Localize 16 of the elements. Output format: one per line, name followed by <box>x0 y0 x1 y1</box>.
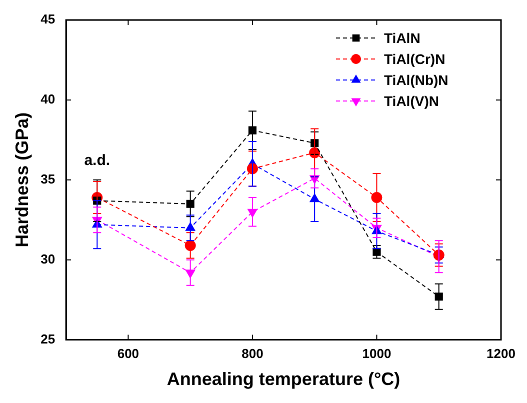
y-axis-title: Hardness (GPa) <box>12 112 32 248</box>
x-tick-label: 600 <box>117 346 140 362</box>
legend-label: TiAl(Nb)N <box>384 72 448 88</box>
y-tick-label: 40 <box>40 92 56 107</box>
x-tick-label: 1000 <box>362 346 392 362</box>
legend-label: TiAlN <box>384 30 420 46</box>
x-axis-title: Annealing temperature (°C) <box>166 369 400 390</box>
x-tick-label: 1200 <box>486 346 516 362</box>
legend-label: TiAl(Cr)N <box>384 50 446 67</box>
y-tick-label: 25 <box>40 331 56 346</box>
y-tick-label: 30 <box>40 251 56 266</box>
annotation: a.d. <box>84 152 110 169</box>
y-tick-label: 45 <box>40 12 56 27</box>
y-tick-label: 35 <box>40 171 56 186</box>
legend-label: TiAl(V)N <box>384 92 439 109</box>
x-tick-label: 800 <box>242 346 264 362</box>
